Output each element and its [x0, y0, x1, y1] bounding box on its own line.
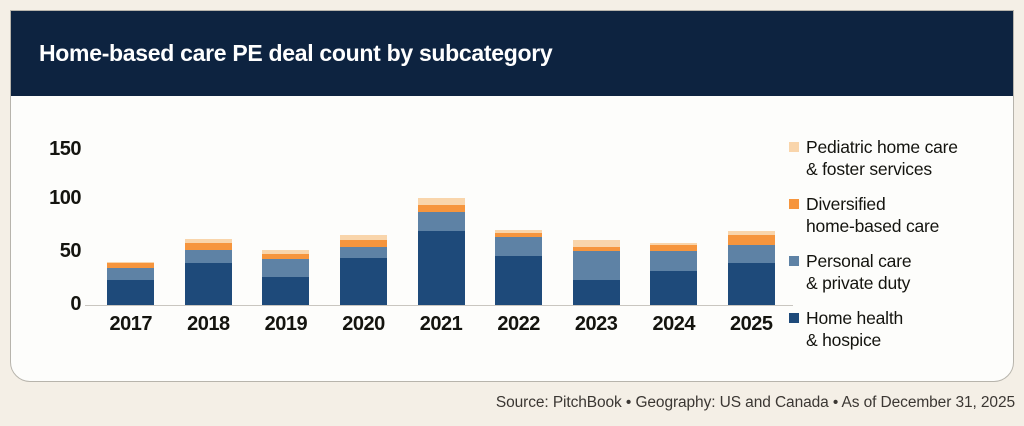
bar-column-2023: [557, 96, 635, 305]
bar-column-2018: [170, 96, 248, 305]
plot-area: [92, 96, 790, 305]
segment-personal-care-private-duty: [727, 245, 775, 263]
chart-title: Home-based care PE deal count by subcate…: [39, 40, 553, 66]
y-tick-50: 50: [59, 240, 82, 262]
bar-column-2017: [92, 96, 170, 305]
segment-diversified-home-based-care: [572, 247, 620, 252]
segment-home-health-hospice: [184, 262, 232, 305]
bar-2024: [650, 243, 698, 305]
x-tick-2019: 2019: [264, 313, 308, 335]
segment-home-health-hospice: [339, 257, 387, 305]
legend: Pediatric home care & foster services Div…: [789, 136, 958, 351]
x-axis-line: [85, 305, 793, 306]
segment-diversified-home-based-care: [650, 245, 698, 252]
x-tick-2022: 2022: [497, 313, 540, 335]
segment-personal-care-private-duty: [262, 258, 310, 278]
segment-diversified-home-based-care: [262, 254, 310, 259]
segment-diversified-home-based-care: [184, 243, 232, 251]
segment-personal-care-private-duty: [495, 236, 543, 257]
segment-pediatric-home-care-foster-services: [650, 243, 698, 246]
legend-label: Home health & hospice: [806, 308, 904, 350]
segment-pediatric-home-care-foster-services: [262, 250, 310, 255]
chart-card: Home-based care PE deal count by subcate…: [10, 10, 1014, 382]
legend-swatch-home-health: [789, 313, 799, 323]
segment-personal-care-private-duty: [339, 247, 387, 258]
bar-column-2022: [480, 96, 558, 305]
legend-swatch-diversified: [789, 199, 799, 209]
x-tick-2017: 2017: [109, 313, 153, 335]
bar-2020: [339, 234, 387, 305]
segment-diversified-home-based-care: [107, 262, 155, 268]
legend-item-home-health: Home health & hospice: [789, 307, 958, 351]
segment-personal-care-private-duty: [417, 212, 465, 231]
segment-home-health-hospice: [572, 280, 620, 305]
bar-column-2025: [713, 96, 791, 305]
segment-home-health-hospice: [262, 277, 310, 305]
bar-2025: [727, 230, 775, 305]
bar-2018: [184, 238, 232, 305]
segment-pediatric-home-care-foster-services: [339, 234, 387, 241]
segment-pediatric-home-care-foster-services: [495, 229, 543, 233]
legend-label: Pediatric home care & foster services: [806, 137, 958, 179]
segment-pediatric-home-care-foster-services: [727, 230, 775, 235]
segment-pediatric-home-care-foster-services: [107, 261, 155, 263]
segment-home-health-hospice: [495, 256, 543, 305]
bar-2022: [495, 229, 543, 305]
y-tick-150: 150: [49, 138, 81, 160]
x-tick-2018: 2018: [187, 313, 230, 335]
segment-home-health-hospice: [417, 230, 465, 305]
chart-body: 150 100 50 0 2017 2018 2019 2020 2021 2022 202…: [11, 96, 1013, 381]
segment-home-health-hospice: [650, 270, 698, 305]
legend-swatch-personal-care: [789, 256, 799, 266]
x-tick-2023: 2023: [574, 313, 618, 335]
legend-item-pediatric: Pediatric home care & foster services: [789, 136, 958, 180]
x-tick-2024: 2024: [652, 313, 695, 335]
bar-column-2024: [635, 96, 713, 305]
segment-diversified-home-based-care: [495, 232, 543, 237]
y-tick-0: 0: [70, 293, 81, 315]
segment-home-health-hospice: [727, 262, 775, 305]
legend-item-diversified: Diversified home-based care: [789, 193, 958, 237]
x-axis-labels: 2017 2018 2019 2020 2021 2022 2023 2024 2025: [92, 313, 790, 336]
bar-column-2020: [325, 96, 403, 305]
chart-header: Home-based care PE deal count by subcate…: [11, 11, 1013, 96]
segment-pediatric-home-care-foster-services: [184, 238, 232, 244]
bar-2017: [107, 261, 155, 305]
x-tick-2021: 2021: [419, 313, 463, 335]
legend-label: Personal care & private duty: [806, 251, 912, 293]
bar-2019: [262, 250, 310, 305]
legend-item-personal-care: Personal care & private duty: [789, 250, 958, 294]
bar-column-2019: [247, 96, 325, 305]
segment-personal-care-private-duty: [107, 267, 155, 281]
x-tick-2020: 2020: [342, 313, 385, 335]
segment-diversified-home-based-care: [727, 234, 775, 246]
segment-diversified-home-based-care: [339, 240, 387, 248]
segment-personal-care-private-duty: [184, 250, 232, 263]
legend-swatch-pediatric: [789, 142, 799, 152]
source-note: Source: PitchBook • Geography: US and Ca…: [495, 394, 1015, 411]
segment-pediatric-home-care-foster-services: [572, 240, 620, 248]
y-tick-100: 100: [49, 187, 81, 209]
bar-column-2021: [402, 96, 480, 305]
segment-personal-care-private-duty: [650, 251, 698, 271]
x-tick-2025: 2025: [730, 313, 773, 335]
bar-2023: [572, 240, 620, 305]
segment-home-health-hospice: [107, 280, 155, 305]
segment-diversified-home-based-care: [417, 204, 465, 213]
bar-2021: [417, 197, 465, 305]
legend-label: Diversified home-based care: [806, 194, 940, 236]
segment-personal-care-private-duty: [572, 251, 620, 281]
segment-pediatric-home-care-foster-services: [417, 197, 465, 205]
